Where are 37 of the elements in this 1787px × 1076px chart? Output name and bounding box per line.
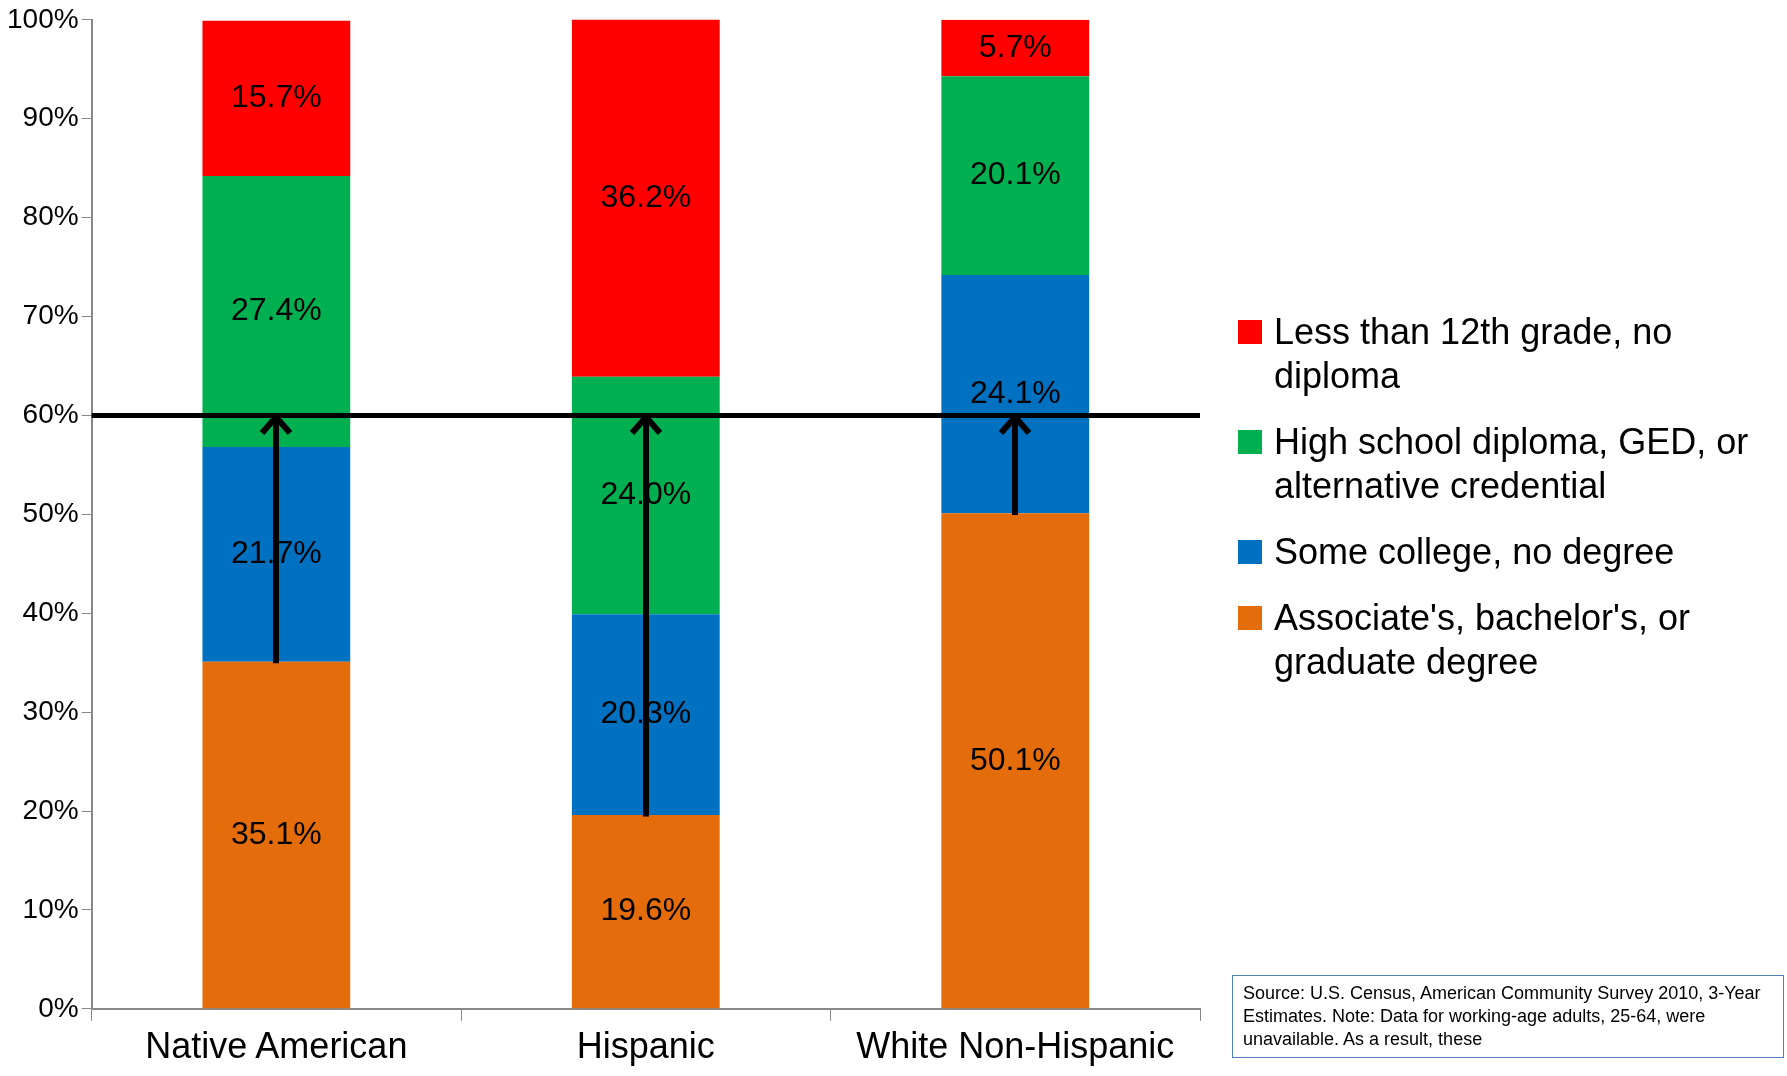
legend-label: High school diploma, GED, or alternative credential [1274, 420, 1750, 508]
y-tick-label: 80% [22, 200, 79, 232]
x-tick-label: White Non-Hispanic [856, 1025, 1175, 1067]
data-label: 24.1% [969, 373, 1061, 410]
source-note: Source: U.S. Census, American Community Survey 2010, 3-Year Estimates. Note: Data for working-age adults, 25-64, were unavailable. As a result, these [1243, 982, 1762, 1051]
bar [202, 20, 351, 177]
bar [941, 274, 1090, 514]
bar [941, 513, 1090, 1009]
legend-label: Less than 12th grade, no diploma [1274, 310, 1674, 398]
y-tick-label: 90% [22, 101, 79, 133]
bar [202, 176, 351, 448]
data-label: 36.2% [600, 177, 692, 214]
x-tick-label: Hispanic [576, 1025, 715, 1067]
data-label: 19.6% [600, 891, 692, 928]
y-tick-label: 60% [22, 398, 79, 430]
x-tick-label: Native American [145, 1025, 408, 1067]
bar [202, 661, 351, 1009]
y-tick-label: 100% [6, 2, 79, 34]
data-label: 15.7% [230, 78, 322, 115]
bar [941, 19, 1090, 77]
data-label: 35.1% [230, 814, 322, 851]
y-tick-label: 70% [22, 299, 79, 331]
bar [571, 814, 720, 1009]
y-tick-label: 20% [22, 793, 79, 825]
y-tick-label: 10% [22, 892, 79, 924]
data-label: 5.7% [978, 27, 1052, 64]
bar [941, 76, 1090, 275]
data-label: 20.1% [969, 155, 1061, 192]
y-tick-label: 30% [22, 694, 79, 726]
bar [571, 19, 720, 377]
y-tick-label: 40% [22, 595, 79, 627]
legend-label: Some college, no degree [1274, 530, 1675, 574]
data-label: 27.4% [230, 291, 322, 328]
y-tick-label: 50% [22, 497, 79, 529]
data-label: 50.1% [969, 740, 1061, 777]
y-tick-label: 0% [38, 991, 79, 1023]
legend-label: Associate's, bachelor's, or graduate degree [1274, 596, 1691, 684]
